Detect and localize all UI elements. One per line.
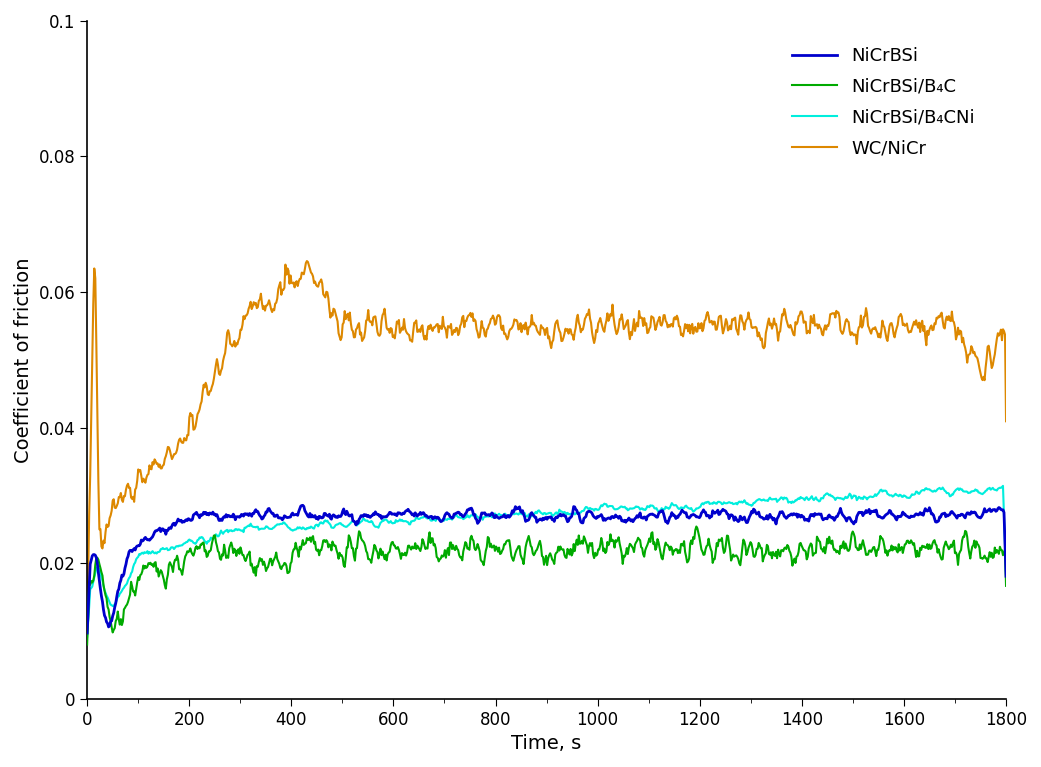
NiCrBSi/B₄C bbox=[736, 543, 748, 552]
Line: NiCrBSi: NiCrBSi bbox=[87, 505, 1006, 633]
WC/NiCr bbox=[301, 256, 313, 265]
NiCrBSi/B₄CNi bbox=[874, 486, 887, 495]
NiCrBSi/B₄CNi bbox=[996, 481, 1009, 490]
X-axis label: Time, s: Time, s bbox=[511, 734, 582, 753]
Y-axis label: Coefficient of friction: Coefficient of friction bbox=[14, 257, 33, 463]
NiCrBSi bbox=[321, 511, 333, 520]
NiCrBSi/B₄CNi bbox=[474, 513, 486, 522]
WC/NiCr bbox=[81, 621, 94, 630]
NiCrBSi/B₄C bbox=[474, 547, 486, 556]
NiCrBSi/B₄C bbox=[690, 522, 703, 531]
NiCrBSi bbox=[181, 516, 194, 525]
NiCrBSi bbox=[736, 515, 748, 525]
WC/NiCr bbox=[475, 325, 487, 334]
WC/NiCr bbox=[773, 327, 786, 336]
NiCrBSi/B₄CNi bbox=[320, 517, 332, 526]
NiCrBSi bbox=[475, 512, 487, 522]
WC/NiCr bbox=[875, 326, 888, 335]
NiCrBSi/B₄C bbox=[773, 551, 786, 561]
NiCrBSi/B₄CNi bbox=[81, 632, 94, 641]
Line: WC/NiCr: WC/NiCr bbox=[87, 261, 1006, 625]
NiCrBSi/B₄CNi bbox=[999, 573, 1012, 582]
NiCrBSi/B₄CNi bbox=[181, 538, 194, 547]
WC/NiCr bbox=[736, 317, 748, 326]
WC/NiCr bbox=[321, 288, 333, 297]
WC/NiCr bbox=[999, 416, 1012, 426]
NiCrBSi/B₄C bbox=[875, 533, 888, 542]
NiCrBSi/B₄C bbox=[181, 547, 194, 556]
NiCrBSi/B₄C bbox=[81, 640, 94, 649]
NiCrBSi bbox=[999, 571, 1012, 581]
NiCrBSi bbox=[297, 501, 309, 510]
NiCrBSi/B₄C bbox=[999, 581, 1012, 591]
Line: NiCrBSi/B₄C: NiCrBSi/B₄C bbox=[87, 526, 1006, 644]
NiCrBSi/B₄CNi bbox=[735, 497, 747, 506]
NiCrBSi/B₄C bbox=[320, 535, 332, 545]
WC/NiCr bbox=[181, 430, 194, 439]
NiCrBSi bbox=[81, 628, 94, 637]
NiCrBSi/B₄CNi bbox=[772, 495, 785, 505]
NiCrBSi bbox=[875, 513, 888, 522]
Legend: NiCrBSi, NiCrBSi/B₄C, NiCrBSi/B₄CNi, WC/NiCr: NiCrBSi, NiCrBSi/B₄C, NiCrBSi/B₄CNi, WC/… bbox=[785, 40, 983, 164]
NiCrBSi bbox=[773, 507, 786, 516]
Line: NiCrBSi/B₄CNi: NiCrBSi/B₄CNi bbox=[87, 486, 1006, 637]
